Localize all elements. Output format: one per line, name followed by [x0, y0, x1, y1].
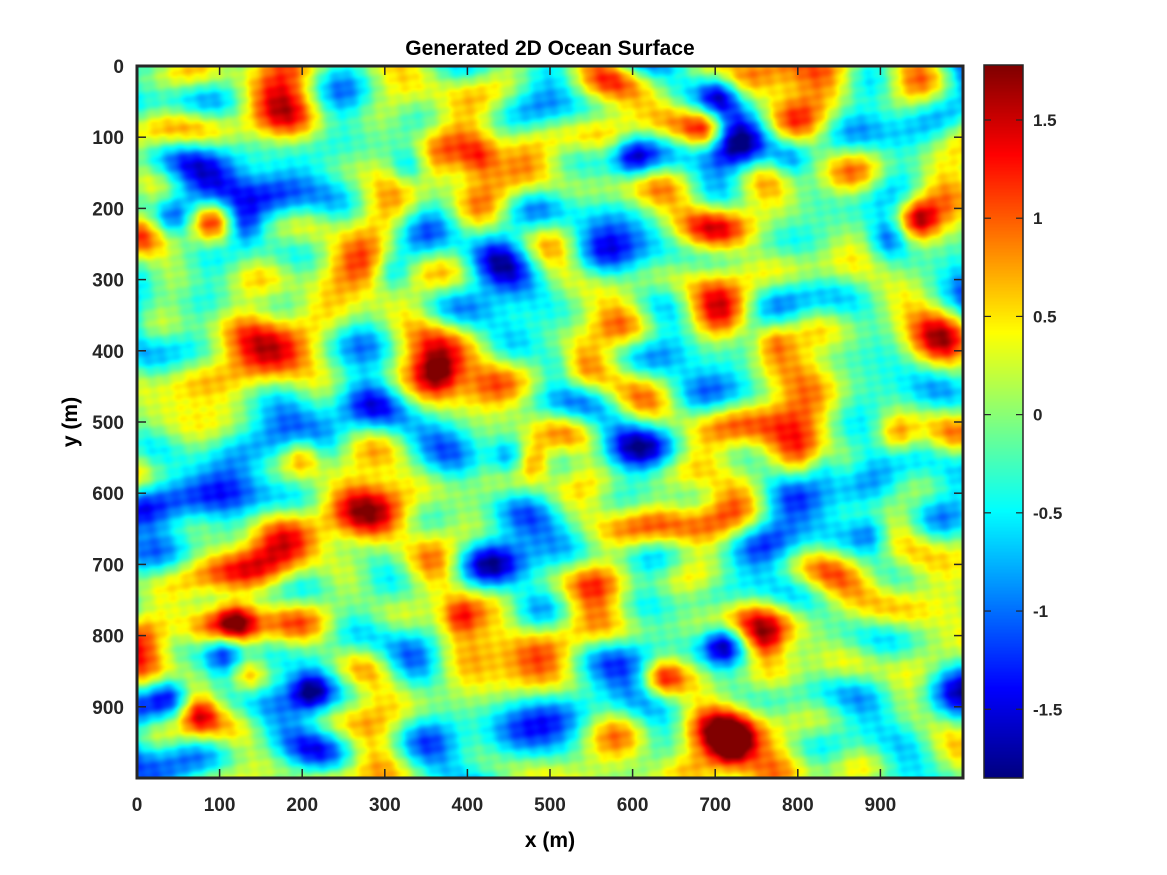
- y-axis-label: y (m): [59, 397, 82, 447]
- chart-title: Generated 2D Ocean Surface: [405, 37, 694, 60]
- colorbar-tick-label: -1.5: [1033, 700, 1062, 719]
- x-tick-label: 700: [699, 795, 731, 816]
- plot-frame: [135, 64, 965, 780]
- y-tick-label: 100: [92, 128, 124, 149]
- colorbar-tick-label: 0.5: [1033, 307, 1057, 326]
- colorbar-tick-label: 1.5: [1033, 111, 1057, 130]
- y-tick-label: 300: [92, 271, 124, 292]
- colorbar-gradient: [984, 65, 1023, 778]
- y-tick-label: 400: [92, 342, 124, 363]
- colorbar-ticks: 1.5 1 0.5 0 -0.5 -1 -1.5: [984, 111, 1062, 719]
- x-tick-label: 300: [369, 795, 401, 816]
- x-tick-label: 500: [534, 795, 566, 816]
- y-tick-label: 900: [92, 698, 124, 719]
- colorbar-tick-label: -0.5: [1033, 504, 1062, 523]
- colorbar-tick-label: 1: [1033, 209, 1042, 228]
- y-tick-label: 600: [92, 484, 124, 505]
- x-tick-label: 800: [782, 795, 814, 816]
- y-tick-label: 700: [92, 555, 124, 576]
- x-tick-label: 400: [452, 795, 484, 816]
- colorbar-frame: [983, 64, 1024, 779]
- x-axis-ticks: 0 100 200 300 400 500 600 700 800 900: [132, 66, 897, 816]
- colorbar-tick-label: 0: [1033, 406, 1042, 425]
- y-tick-label: 800: [92, 627, 124, 648]
- x-tick-label: 0: [132, 795, 143, 816]
- colorbar-tick-label: -1: [1033, 602, 1048, 621]
- y-tick-label: 200: [92, 199, 124, 220]
- x-axis-label: x (m): [525, 829, 575, 852]
- x-tick-label: 600: [617, 795, 649, 816]
- y-axis-ticks: 0 100 200 300 400 500 600 700 800 900: [92, 57, 963, 719]
- y-tick-label: 500: [92, 413, 124, 434]
- x-tick-label: 100: [204, 795, 236, 816]
- x-tick-label: 200: [286, 795, 318, 816]
- heatmap-image: [137, 66, 963, 778]
- y-tick-label: 0: [113, 57, 124, 78]
- x-tick-label: 900: [865, 795, 897, 816]
